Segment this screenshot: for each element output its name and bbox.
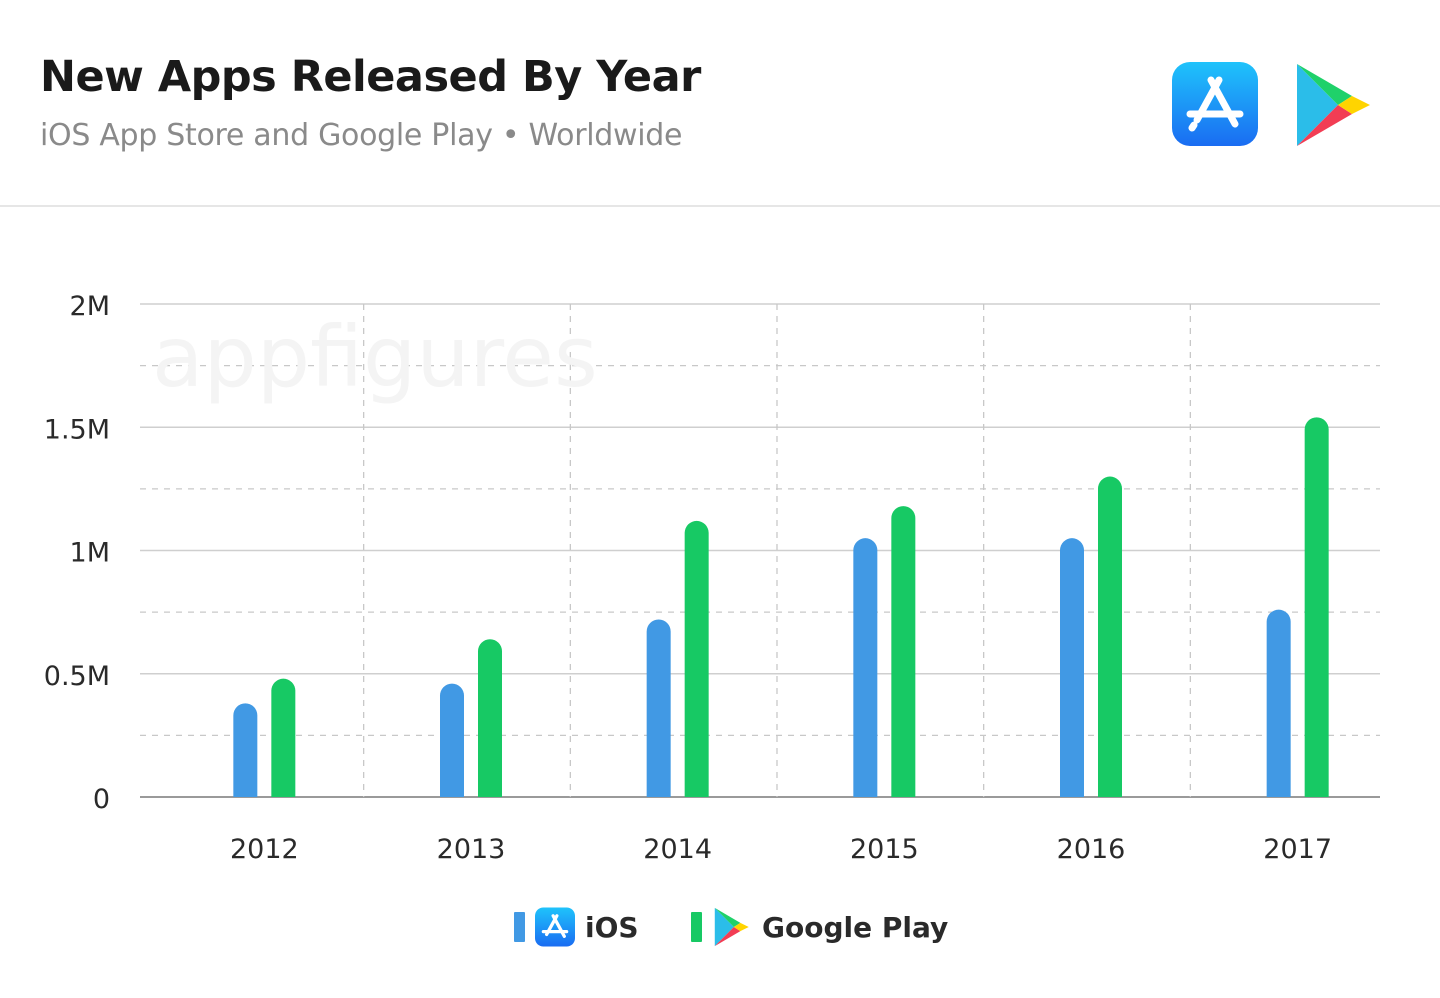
x-axis-labels: 2012 2013 2014 2015 2016 2017: [230, 834, 1332, 865]
x-tick-label: 2016: [1057, 834, 1126, 865]
bar-ios[interactable]: [233, 703, 258, 797]
legend-swatch-ios: [514, 912, 525, 942]
chart-grid: [140, 303, 1380, 798]
x-tick-label: 2014: [643, 834, 712, 865]
header-divider: [0, 205, 1440, 207]
chart-title: New Apps Released By Year: [40, 52, 701, 102]
bar-ios[interactable]: [646, 619, 671, 797]
legend-item-ios[interactable]: iOS: [514, 904, 639, 950]
x-tick-label: 2013: [437, 834, 506, 865]
y-tick-label: 1.5M: [44, 414, 110, 445]
x-tick-label: 2017: [1263, 834, 1332, 865]
app-store-icon: [535, 907, 575, 947]
header-logos: [1172, 62, 1377, 148]
bar-google-play[interactable]: [684, 520, 709, 797]
bar-google-play[interactable]: [1098, 476, 1122, 797]
bars: [233, 417, 1329, 797]
bar-ios[interactable]: [440, 683, 464, 797]
legend-swatch-google-play: [691, 912, 702, 942]
app-store-icon: [1172, 62, 1258, 146]
watermark-text: appfigures: [152, 308, 598, 406]
x-tick-label: 2015: [850, 834, 919, 865]
google-play-icon: [714, 907, 749, 947]
legend-item-google-play[interactable]: Google Play: [691, 904, 948, 950]
bar-google-play[interactable]: [478, 639, 502, 797]
bar-ios[interactable]: [853, 538, 878, 797]
y-axis-labels: 0 0.5M 1M 1.5M 2M: [44, 291, 110, 815]
bar-ios[interactable]: [1266, 609, 1291, 797]
y-tick-label: 0.5M: [44, 661, 110, 692]
legend-label-ios: iOS: [585, 910, 639, 944]
y-tick-label: 1M: [70, 538, 110, 569]
bar-google-play[interactable]: [271, 678, 296, 797]
y-tick-label: 2M: [70, 291, 110, 322]
bar-ios[interactable]: [1060, 538, 1084, 797]
legend-label-google-play: Google Play: [762, 910, 949, 944]
bar-google-play[interactable]: [1304, 417, 1329, 797]
x-tick-label: 2012: [230, 834, 299, 865]
google-play-icon: [1297, 64, 1370, 146]
bar-google-play[interactable]: [891, 506, 916, 797]
y-tick-label: 0: [93, 784, 110, 815]
legend: iOS Google Play: [0, 904, 1440, 950]
chart-subtitle: iOS App Store and Google Play • Worldwid…: [40, 118, 683, 153]
